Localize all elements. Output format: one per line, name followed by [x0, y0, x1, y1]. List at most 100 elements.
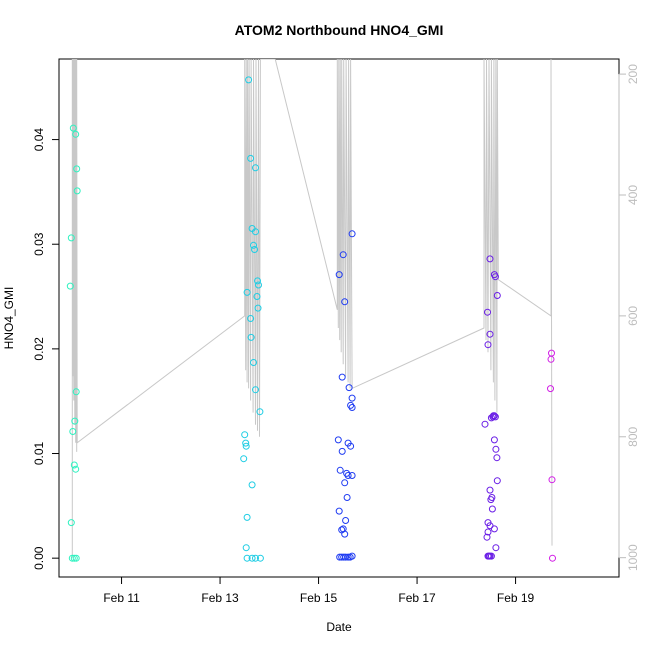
x-axis-label: Date: [326, 620, 352, 634]
y-axis: 0.00 0.01 0.02 0.03 0.04: [32, 128, 60, 570]
data-point: [242, 544, 250, 552]
y2-tick-label: 200: [626, 64, 640, 84]
x-tick-label: Feb 13: [201, 591, 239, 605]
data-point: [345, 384, 353, 392]
data-point: [256, 554, 264, 562]
data-point: [339, 251, 347, 259]
data-point: [493, 454, 501, 462]
data-point: [348, 472, 356, 479]
data-point: [336, 466, 344, 474]
data-point: [72, 465, 80, 473]
data-point: [243, 288, 251, 296]
data-point: [241, 431, 249, 439]
y-axis-label: HNO4_GMI: [2, 287, 16, 350]
data-point: [245, 76, 253, 84]
y2-tick-label: 1000: [626, 544, 640, 571]
data-point: [250, 359, 257, 366]
data-point: [70, 461, 78, 469]
data-point: [344, 553, 352, 561]
data-point: [72, 554, 80, 562]
y2-tick-label: 800: [626, 426, 640, 446]
data-point: [490, 436, 498, 444]
data-point: [68, 554, 76, 562]
data-point: [252, 554, 259, 562]
data-point: [334, 436, 342, 444]
data-point: [247, 154, 255, 162]
data-point: [487, 496, 495, 504]
data-point: [547, 355, 555, 363]
data-point: [486, 330, 494, 338]
x-tick-label: Feb 15: [300, 591, 338, 605]
data-point: [66, 282, 74, 290]
data-point: [67, 234, 75, 242]
pressure-profile: [71, 59, 553, 558]
data-point: [493, 292, 501, 299]
data-point: [549, 554, 556, 562]
data-point: [67, 519, 75, 527]
data-point: [484, 528, 492, 536]
data-point: [335, 507, 343, 515]
data-point: [252, 386, 259, 394]
chart-title: ATOM2 Northbound HNO4_GMI: [235, 22, 444, 38]
data-point: [487, 414, 495, 422]
data-point: [348, 404, 356, 411]
data-point: [484, 341, 492, 349]
data-point: [70, 554, 78, 562]
data-point: [243, 513, 251, 521]
data-point: [247, 315, 255, 322]
data-point: [71, 417, 79, 425]
data-point: [338, 373, 346, 381]
data-point: [342, 517, 350, 524]
data-point: [488, 505, 496, 513]
y-tick-label: 0.01: [32, 441, 46, 465]
data-point: [481, 420, 489, 428]
data-point: [69, 124, 77, 132]
data-point: [247, 333, 255, 341]
data-point: [252, 228, 259, 236]
data-point: [487, 552, 495, 560]
data-point: [485, 552, 493, 560]
data-point: [348, 230, 356, 238]
data-point: [250, 241, 257, 249]
y2-tick-label: 600: [626, 306, 640, 326]
data-point: [248, 554, 256, 562]
data-point: [254, 304, 262, 312]
data-point: [484, 308, 491, 316]
data-point: [483, 533, 491, 541]
x-tick-label: Feb 19: [497, 591, 535, 605]
data-point: [341, 530, 349, 538]
data-point: [486, 255, 494, 263]
data-points: [66, 76, 556, 562]
data-point: [486, 486, 494, 494]
x-axis: Feb 11 Feb 13 Feb 15 Feb 17 Feb 19: [103, 576, 535, 605]
data-point: [341, 479, 349, 487]
y-tick-label: 0.04: [32, 128, 46, 152]
data-point: [492, 445, 500, 453]
data-point: [248, 481, 256, 489]
y-tick-label: 0.03: [32, 232, 46, 256]
data-point: [254, 277, 261, 285]
data-point: [255, 281, 262, 289]
data-point: [491, 413, 499, 421]
data-point: [347, 442, 355, 450]
data-point: [343, 494, 351, 501]
data-point: [338, 447, 346, 455]
data-point: [72, 388, 80, 396]
data-point: [348, 394, 356, 402]
data-point: [73, 165, 81, 173]
x-tick-label: Feb 17: [398, 591, 436, 605]
x-tick-label: Feb 11: [103, 591, 140, 605]
pressure-profile-line: [71, 59, 553, 558]
data-point: [242, 442, 250, 450]
y-tick-label: 0.02: [32, 337, 46, 361]
data-point: [73, 187, 81, 195]
data-point: [342, 553, 350, 561]
y2-tick-label: 400: [626, 185, 640, 205]
data-point: [69, 428, 77, 435]
data-point: [348, 552, 356, 560]
y-tick-label: 0.00: [32, 546, 46, 570]
y2-axis: 200 400 600 800 1000: [618, 64, 640, 571]
data-point: [251, 246, 258, 253]
data-point: [256, 408, 264, 416]
